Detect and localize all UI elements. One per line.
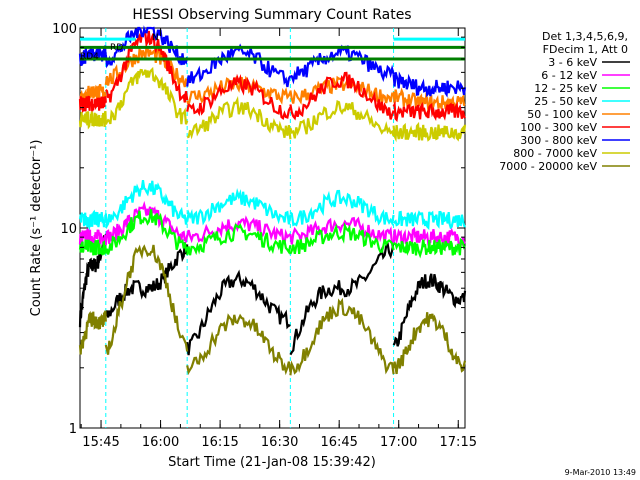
series-100to300keV xyxy=(78,27,466,123)
y-axis-label: Count Rate (s⁻¹ detector⁻¹) xyxy=(29,140,44,317)
series-line-segment xyxy=(186,43,292,88)
series-line-segment xyxy=(104,200,189,246)
series-line-segment xyxy=(78,45,107,67)
series-line-segment xyxy=(78,95,107,115)
series-line-segment xyxy=(78,228,107,247)
series-line-segment xyxy=(186,223,292,256)
flag-label: N xyxy=(152,33,159,43)
series-line-segment xyxy=(104,209,189,255)
legend-entry-label: 100 - 300 keV xyxy=(520,121,597,134)
series-line-segment xyxy=(186,313,292,376)
series-line-segment xyxy=(392,100,466,123)
series-line-segment xyxy=(105,27,189,103)
axes-layer: 15:45 16:00 16:15 16:30 16:45 17:00 17:15 1 10 10… xyxy=(52,22,477,450)
series-3to6keV xyxy=(78,233,467,356)
series-25to50keV xyxy=(78,179,466,231)
x-tick-label: 16:45 xyxy=(320,435,357,450)
series-line-segment xyxy=(104,244,189,355)
x-tick-label: 15:45 xyxy=(82,435,119,450)
series-line-segment xyxy=(186,215,292,245)
series-line-segment xyxy=(289,297,395,376)
y-tick-label: 1 xyxy=(69,422,77,437)
x-tick-label: 17:15 xyxy=(440,435,477,450)
series-7000to20000keV xyxy=(78,244,467,376)
series-line-segment xyxy=(186,269,291,356)
legend-entry-label: 25 - 50 keV xyxy=(534,95,597,108)
x-axis-label: Start Time (21-Jan-08 15:39:42) xyxy=(168,455,376,470)
legend-entry-label: 12 - 25 keV xyxy=(534,82,597,95)
series-line-segment xyxy=(392,121,467,143)
legend-header: FDecim 1, Att 0 xyxy=(543,43,628,56)
series-line-segment xyxy=(392,312,467,375)
series-line-segment xyxy=(289,99,395,139)
series-line-segment xyxy=(78,209,107,231)
legend-entry-label: 3 - 6 keV xyxy=(548,56,597,69)
series-line-segment xyxy=(186,96,292,140)
series-line-segment xyxy=(186,75,292,109)
series-line-segment xyxy=(392,237,466,259)
flag-label: RD4 xyxy=(80,52,99,62)
legend-entry-label: 300 - 800 keV xyxy=(520,134,597,147)
flags-layer: RD N RD4 xyxy=(80,33,465,62)
series-800to7000keV xyxy=(78,66,467,143)
series-line-segment xyxy=(289,189,395,227)
series-12to25keV xyxy=(78,209,466,259)
x-tick-label: 17:00 xyxy=(380,435,417,450)
series-line-segment xyxy=(392,71,467,98)
series-line-segment xyxy=(104,242,189,318)
legend: Det 1,3,4,5,6,9,FDecim 1, Att 03 - 6 keV… xyxy=(499,30,630,173)
series-line-segment xyxy=(289,221,395,255)
series-line-segment xyxy=(78,309,107,355)
x-tick-label: 16:00 xyxy=(142,435,179,450)
series-line-segment xyxy=(392,273,467,347)
legend-entry-label: 6 - 12 keV xyxy=(541,69,597,82)
x-tick-label: 16:15 xyxy=(201,435,238,450)
flag-label: RD xyxy=(110,43,123,53)
series-line-segment xyxy=(289,216,395,247)
series-line-segment xyxy=(186,187,292,226)
series-line-segment xyxy=(289,71,395,121)
series-line-segment xyxy=(78,238,107,256)
footer-date: 9-Mar-2010 13:49 xyxy=(565,468,636,477)
series-line-segment xyxy=(392,210,466,231)
x-tick-label: 16:30 xyxy=(261,435,298,450)
y-tick-label: 10 xyxy=(60,222,77,237)
series-line-segment xyxy=(290,44,395,85)
series-layer xyxy=(78,25,467,428)
series-line-segment xyxy=(186,73,292,121)
series-line-segment xyxy=(289,241,395,356)
legend-entry-label: 7000 - 20000 keV xyxy=(499,160,597,173)
series-line-segment xyxy=(104,179,189,230)
series-line-segment xyxy=(78,110,107,130)
legend-entry-label: 800 - 7000 keV xyxy=(513,147,597,160)
y-tick-label: 100 xyxy=(52,22,77,37)
series-line-segment xyxy=(104,66,189,125)
legend-entry-label: 50 - 100 keV xyxy=(527,108,597,121)
legend-header: Det 1,3,4,5,6,9, xyxy=(542,30,628,43)
chart-title: HESSI Observing Summary Count Rates xyxy=(132,7,411,23)
